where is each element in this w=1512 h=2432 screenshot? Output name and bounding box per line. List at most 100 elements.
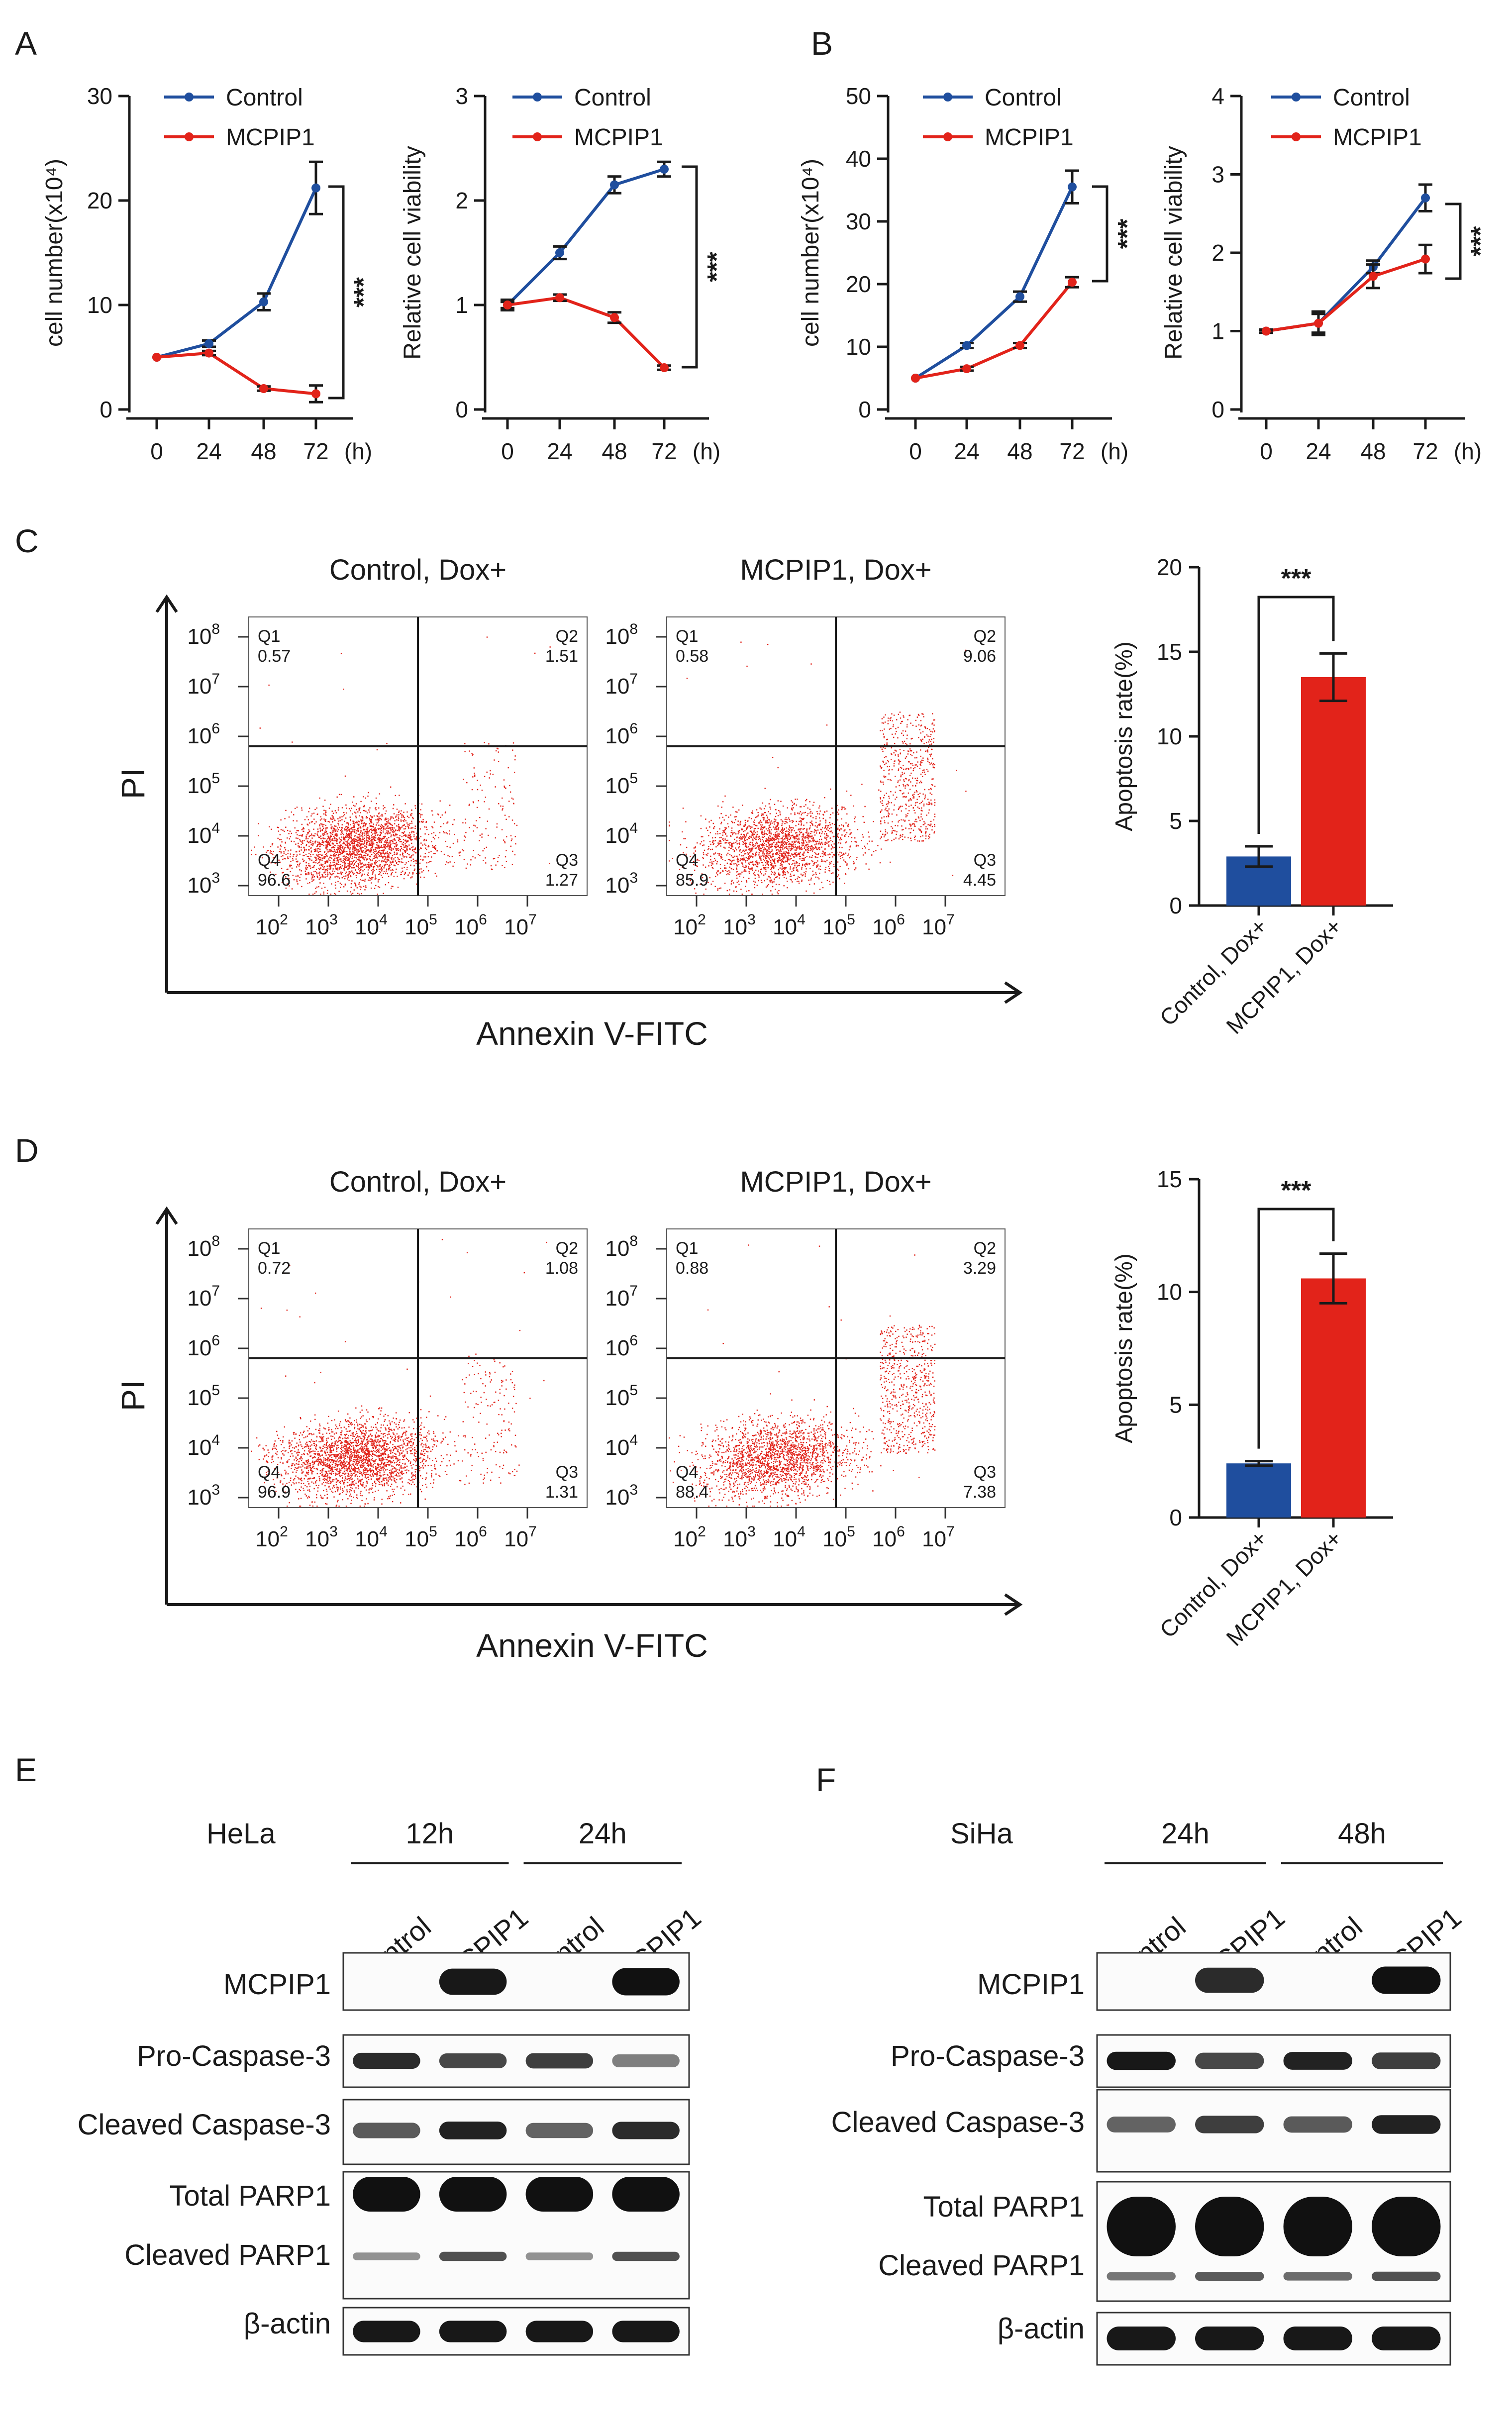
x-unit-label: (h) <box>344 438 372 464</box>
protein-label: MCPIP1 <box>223 1968 331 2001</box>
protein-label: β-actin <box>998 2313 1085 2345</box>
significance-stars: *** <box>1281 564 1311 593</box>
protein-band <box>525 2123 594 2138</box>
protein-label: Cleaved Caspase-3 <box>78 2109 331 2141</box>
protein-band <box>1372 2115 1441 2134</box>
legend-marker <box>533 132 542 141</box>
x-tick-label: 72 <box>651 438 677 464</box>
chart-a-cell-number: 0 10 20 30 0 24 48 72 (h) cell number(x10⁴) Contro… <box>41 83 378 464</box>
legend-marker <box>533 93 542 101</box>
quadrant-name: Q1 <box>676 1239 698 1258</box>
significance-stars: *** <box>1466 226 1495 256</box>
y-tick-label: 3 <box>1211 162 1224 188</box>
data-point-mcpip1 <box>962 364 971 374</box>
y-axis-label: cell number(x10⁴) <box>41 159 68 347</box>
x-tick-label: 105 <box>404 1523 437 1551</box>
quadrant-value: 7.38 <box>963 1483 996 1502</box>
y-tick-label: 2 <box>1211 240 1224 266</box>
x-tick-label: 0 <box>501 438 514 464</box>
quadrant-name: Q2 <box>556 627 578 646</box>
data-point-mcpip1 <box>1262 326 1271 336</box>
protein-band <box>1195 2116 1264 2133</box>
y-tick-label: 30 <box>87 83 112 109</box>
data-point-control <box>259 297 268 306</box>
quadrant-value: 1.31 <box>545 1483 578 1502</box>
protein-band <box>1195 2271 1264 2281</box>
y-tick-label: 0 <box>858 397 871 422</box>
quadrant-value: 85.9 <box>676 871 708 890</box>
x-tick-label: 0 <box>1260 438 1273 464</box>
y-axis-label: cell number(x10⁴) <box>798 159 824 347</box>
protein-band <box>1283 2197 1352 2256</box>
y-tick-label: 106 <box>187 1332 220 1360</box>
y-tick-label: 107 <box>605 671 638 699</box>
data-point-mcpip1 <box>1068 278 1077 287</box>
series-line-control <box>156 187 317 359</box>
quadrant-value: 88.4 <box>676 1483 708 1502</box>
y-tick-label: 4 <box>1211 83 1224 109</box>
data-point-mcpip1 <box>204 348 213 358</box>
quadrant-name: Q4 <box>676 1463 698 1482</box>
series-line-mcpip1 <box>1266 257 1426 333</box>
protein-band <box>525 2321 594 2342</box>
y-tick-label: 103 <box>605 1482 638 1510</box>
legend-marker <box>1292 93 1301 101</box>
panel-letter-b: B <box>811 25 833 62</box>
y-tick-label: 10 <box>1157 723 1182 749</box>
data-point-mcpip1 <box>152 353 161 362</box>
blot-5 <box>342 2307 690 2356</box>
blot-5 <box>1096 2312 1451 2366</box>
quadrant-value: 0.58 <box>676 647 708 666</box>
blot-3 <box>1096 2089 1451 2173</box>
data-point-mcpip1 <box>1421 254 1430 264</box>
x-tick-label: 72 <box>303 438 328 464</box>
series-line-control <box>914 186 1074 380</box>
legend-label: Control <box>226 85 303 111</box>
quadrant-name: Q1 <box>676 627 698 646</box>
significance-stars: *** <box>349 277 378 307</box>
bar-mcpip1 <box>1301 677 1366 906</box>
quadrant-name: Q3 <box>974 851 996 870</box>
y-tick-label: 10 <box>1157 1279 1182 1305</box>
protein-band <box>1107 2051 1176 2070</box>
quadrant-name: Q4 <box>676 851 698 870</box>
protein-band <box>1372 2197 1441 2256</box>
significance-bracket <box>328 185 345 400</box>
y-tick-label: 15 <box>1157 639 1182 665</box>
protein-band <box>1107 2197 1176 2256</box>
protein-band <box>353 2252 420 2260</box>
protein-band <box>1372 2271 1441 2281</box>
data-point-mcpip1 <box>259 384 268 393</box>
flow-plot-title: MCPIP1, Dox+ <box>740 554 931 586</box>
flow-plot-title: Control, Dox+ <box>329 1166 506 1198</box>
significance-bracket <box>1445 203 1462 280</box>
y-axis-label: Relative cell viability <box>400 146 426 360</box>
quadrant-value: 96.9 <box>258 1483 291 1502</box>
x-tick-label: 24 <box>954 438 979 464</box>
cell-line-label: SiHa <box>950 1818 1013 1850</box>
protein-band <box>612 2251 680 2261</box>
cell-line-label: HeLa <box>206 1818 276 1850</box>
protein-band <box>1283 2116 1352 2133</box>
flow-plot-title: Control, Dox+ <box>329 554 506 586</box>
data-point-control <box>1015 292 1024 302</box>
y-tick-label: 30 <box>846 208 871 234</box>
legend-marker <box>943 132 952 141</box>
legend-label: Control <box>574 85 651 111</box>
flow-plot-title: MCPIP1, Dox+ <box>740 1166 931 1198</box>
quadrant-value: 96.6 <box>258 871 291 890</box>
panel-letter-a: A <box>15 25 37 62</box>
quadrant-name: Q2 <box>974 627 996 646</box>
significance-bracket <box>1257 1208 1335 1449</box>
quadrant-name: Q1 <box>258 1239 280 1258</box>
panel-letter-d: D <box>15 1132 39 1169</box>
protein-band <box>525 2053 594 2069</box>
data-point-mcpip1 <box>610 313 619 322</box>
quadrant-name: Q3 <box>974 1463 996 1482</box>
flow-panel-d: Annexin V-FITC PI Control, Dox+ MCPIP1, Dox… <box>114 1166 1023 1664</box>
quadrant-name: Q1 <box>258 627 280 646</box>
data-point-mcpip1 <box>555 293 564 303</box>
significance-stars: *** <box>1281 1176 1311 1205</box>
quadrant-value: 1.08 <box>545 1259 578 1278</box>
protein-band <box>439 2122 507 2139</box>
